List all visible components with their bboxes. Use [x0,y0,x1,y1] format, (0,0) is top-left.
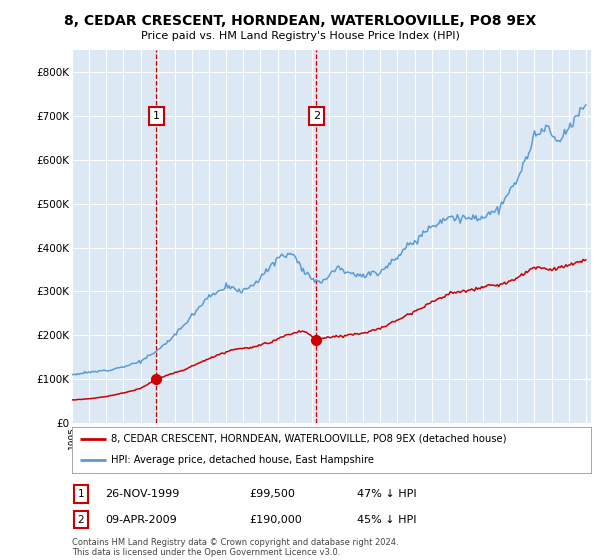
Text: 26-NOV-1999: 26-NOV-1999 [105,489,179,499]
Text: 09-APR-2009: 09-APR-2009 [105,515,177,525]
Text: 45% ↓ HPI: 45% ↓ HPI [357,515,416,525]
Text: 1: 1 [77,489,85,499]
Text: Contains HM Land Registry data © Crown copyright and database right 2024.
This d: Contains HM Land Registry data © Crown c… [72,538,398,557]
Text: £99,500: £99,500 [249,489,295,499]
Text: 47% ↓ HPI: 47% ↓ HPI [357,489,416,499]
Text: Price paid vs. HM Land Registry's House Price Index (HPI): Price paid vs. HM Land Registry's House … [140,31,460,41]
Text: 2: 2 [77,515,85,525]
Text: £190,000: £190,000 [249,515,302,525]
Text: HPI: Average price, detached house, East Hampshire: HPI: Average price, detached house, East… [111,455,374,465]
Text: 1: 1 [153,111,160,121]
Text: 2: 2 [313,111,320,121]
Text: 8, CEDAR CRESCENT, HORNDEAN, WATERLOOVILLE, PO8 9EX (detached house): 8, CEDAR CRESCENT, HORNDEAN, WATERLOOVIL… [111,434,506,444]
Text: 8, CEDAR CRESCENT, HORNDEAN, WATERLOOVILLE, PO8 9EX: 8, CEDAR CRESCENT, HORNDEAN, WATERLOOVIL… [64,14,536,28]
